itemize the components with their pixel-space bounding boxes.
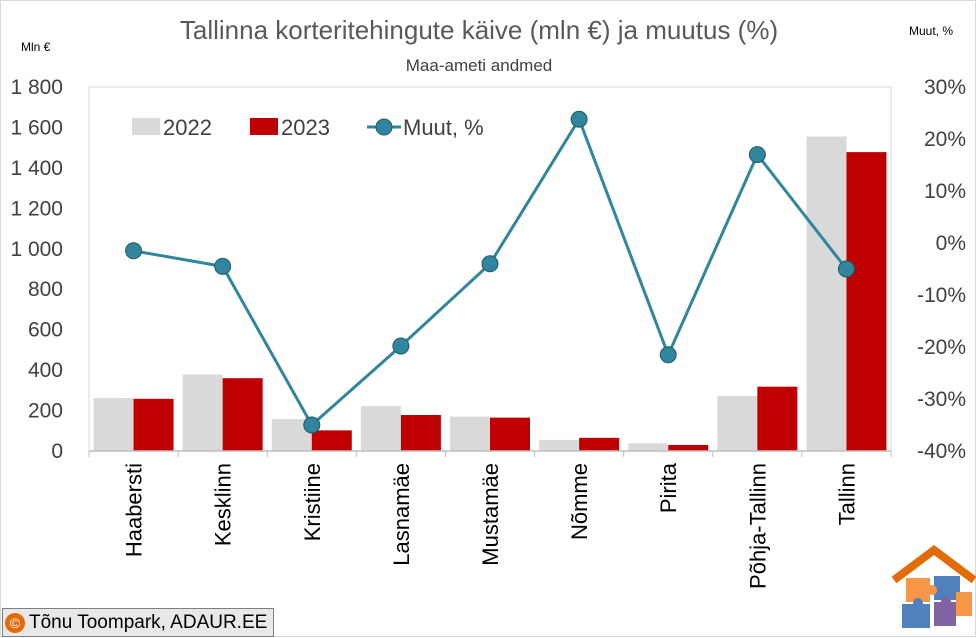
bar-2023 [579,437,620,451]
copyright-box: © Tõnu Toompark, ADAUR.EE [2,608,275,637]
change-point [481,255,499,273]
change-line-layer [125,110,855,434]
left-tick-label: 600 [28,319,63,342]
right-tick-label: -20% [917,336,966,359]
category-label: Kesklinn [211,463,236,546]
left-tick-label: 1 600 [10,116,63,139]
bar-2022 [539,439,580,451]
category-label: Põhja-Tallinn [745,463,770,589]
bar-2022 [182,374,223,451]
category-label: Nõmme [567,463,592,540]
category-labels: Haabersti Kesklinn Kristiine Lasnamäe Mustam… [122,462,860,589]
legend-label-2022: 2022 [163,115,212,140]
right-axis-unit: Muut, % [909,24,953,38]
left-tick-label: 0 [51,440,63,463]
change-point [392,337,410,355]
left-tick-label: 1 400 [10,157,63,180]
change-point [125,242,143,260]
category-label: Lasnamäe [389,463,414,566]
left-tick-label: 1 000 [10,238,63,261]
right-tick-label: 10% [924,180,966,203]
bar-2023 [311,430,352,451]
change-point [837,260,855,278]
left-axis-ticks: 0 200 400 600 800 1 000 1 200 1 400 1 600 1 800 [10,76,63,463]
legend-swatch-2022 [132,118,160,135]
change-point [214,257,232,275]
left-tick-label: 800 [28,278,63,301]
category-label: Haabersti [122,463,147,557]
right-tick-label: 20% [924,128,966,151]
bar-2022 [450,416,490,451]
bar-2023 [222,378,263,451]
change-point [748,146,766,164]
right-axis-ticks: 30% 20% 10% 0% -10% -20% -30% -40% [917,76,966,463]
bar-2022 [717,395,758,451]
legend-swatch-2023 [250,118,278,135]
left-tick-label: 400 [28,359,63,382]
logo-knob-1 [927,585,937,595]
right-tick-label: -40% [917,440,966,463]
category-label: Kristiine [300,463,325,541]
bar-2023 [400,415,441,451]
logo-piece-blue-2 [902,604,930,628]
right-tick-label: -30% [917,388,966,411]
bars-layer [93,136,887,452]
bar-2023 [668,444,709,451]
copyright-text: Tõnu Toompark, ADAUR.EE [29,611,268,633]
bar-2023 [757,386,798,451]
logo-knob-2 [913,598,923,608]
house-puzzle-logo [891,545,976,628]
left-tick-label: 1 200 [10,197,63,220]
change-point [659,346,677,364]
logo-piece-blue-1 [934,576,960,600]
change-point [303,416,321,434]
bar-2022 [806,136,847,452]
bar-2023 [133,398,174,451]
chart-title: Tallinna korteritehingute käive (mln €) … [180,15,778,45]
bar-2023 [490,417,530,451]
left-axis-unit: Mln € [21,40,51,54]
logo-piece-orange-2 [956,592,972,616]
category-label: Pirita [656,462,681,513]
category-label: Mustamäe [478,463,503,566]
left-tick-label: 1 800 [10,76,63,99]
left-tick-label: 200 [28,400,63,423]
bar-2022 [360,406,401,451]
logo-piece-purple [934,602,956,626]
category-label: Tallinn [834,463,859,525]
right-tick-label: 30% [924,76,966,99]
x-ticks [88,451,892,457]
logo-roof [891,545,976,584]
right-tick-label: 0% [936,232,966,255]
right-tick-label: -10% [917,284,966,307]
legend: 2022 2023 Muut, % [132,115,484,140]
change-point [570,110,588,128]
logo-knob-3 [941,596,951,606]
bar-2022 [628,443,669,451]
legend-label-change: Muut, % [403,115,484,140]
legend-label-2023: 2023 [281,115,330,140]
bar-2022 [93,398,134,451]
legend-marker-change [375,118,393,136]
copyright-icon: © [5,612,25,633]
bar-2023 [846,152,887,452]
chart-subtitle: Maa-ameti andmed [406,56,552,75]
